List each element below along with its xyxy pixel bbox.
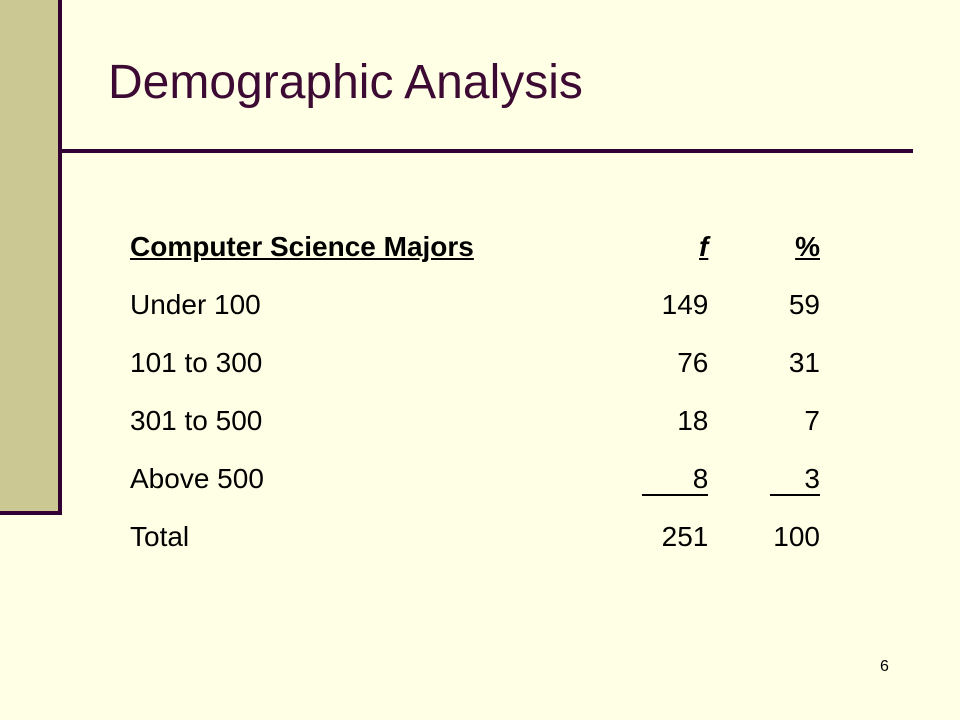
- header-f: f: [699, 231, 709, 262]
- table-row: 101 to 300 76 31: [130, 334, 820, 392]
- table-row: Above 500 8 3: [130, 450, 820, 508]
- row-f: 8: [642, 464, 709, 496]
- header-percent: %: [795, 231, 820, 262]
- table-total-row: Total 251 100: [130, 508, 820, 566]
- total-label: Total: [130, 521, 190, 552]
- row-f: 18: [677, 405, 709, 436]
- row-percent: 31: [788, 347, 820, 378]
- title-rule: [62, 149, 913, 153]
- table-header-row: Computer Science Majors f %: [130, 218, 820, 276]
- total-f: 251: [661, 521, 709, 552]
- row-f-cell: 8: [617, 450, 709, 508]
- row-percent: 7: [804, 405, 820, 436]
- row-label: Above 500: [130, 463, 264, 494]
- header-label: Computer Science Majors: [130, 231, 474, 262]
- demographic-table: Computer Science Majors f % Under 100 14…: [130, 218, 820, 566]
- row-percent: 3: [770, 464, 820, 496]
- row-percent-cell: 3: [708, 450, 820, 508]
- row-percent: 59: [788, 289, 820, 320]
- total-percent: 100: [773, 521, 820, 552]
- row-label: 101 to 300: [130, 347, 263, 378]
- table-row: Under 100 149 59: [130, 276, 820, 334]
- slide-title: Demographic Analysis: [108, 56, 583, 109]
- table-row: 301 to 500 18 7: [130, 392, 820, 450]
- row-f: 76: [677, 347, 709, 378]
- page-number: 6: [880, 658, 889, 675]
- row-f: 149: [661, 289, 709, 320]
- row-label: Under 100: [130, 289, 261, 320]
- left-accent-bar: [0, 0, 62, 515]
- row-label: 301 to 500: [130, 405, 263, 436]
